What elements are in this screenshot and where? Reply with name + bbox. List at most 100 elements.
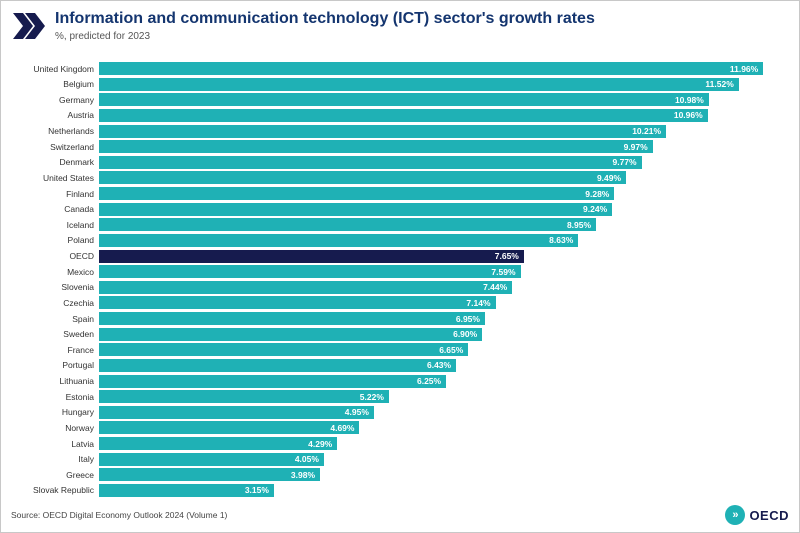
bar-track: 3.98%: [99, 468, 771, 482]
value-label: 6.90%: [453, 329, 478, 340]
value-label: 10.96%: [673, 110, 703, 121]
value-label: 6.43%: [426, 360, 452, 371]
value-label: 7.44%: [483, 282, 508, 293]
country-label: Hungary: [61, 407, 94, 418]
bar-track: 5.22%: [99, 390, 771, 404]
value-label: 10.21%: [632, 126, 662, 136]
bar-track: 8.63%: [99, 233, 771, 247]
country-label: Austria: [67, 110, 94, 121]
bar-track: 6.43%: [99, 358, 771, 372]
bar-track: 7.14%: [99, 296, 771, 310]
bar: 7.44%: [99, 280, 513, 294]
chart-header: Information and communication technology…: [11, 9, 789, 57]
bar-track: 6.25%: [99, 374, 771, 388]
bar-track: 6.65%: [99, 343, 771, 357]
bar-row: Portugal 6.43%: [11, 358, 771, 373]
bar: 3.15%: [99, 483, 274, 497]
bar-row: Mexico 7.59%: [11, 264, 771, 279]
oecd-chevron-icon: [13, 13, 45, 39]
bar: 4.95%: [99, 405, 374, 419]
source-note: Source: OECD Digital Economy Outlook 202…: [11, 510, 228, 520]
bar: 6.65%: [99, 343, 469, 357]
bar-track: 4.69%: [99, 421, 771, 435]
value-label: 7.65%: [494, 251, 519, 261]
bar: 7.14%: [99, 296, 496, 310]
bar-track: 10.96%: [99, 108, 771, 122]
value-label: 11.52%: [705, 79, 734, 90]
bar: 11.52%: [99, 77, 739, 91]
value-label: 9.49%: [596, 172, 622, 183]
bar: 4.05%: [99, 452, 324, 466]
bar-track: 8.95%: [99, 218, 771, 232]
bar: 9.28%: [99, 187, 615, 200]
bar-row: Italy 4.05%: [11, 452, 771, 467]
value-label: 4.95%: [344, 407, 369, 418]
bar-track: 4.05%: [99, 452, 771, 466]
bar-track: 11.96%: [99, 62, 771, 75]
bar-track: 7.65%: [99, 249, 771, 263]
bar-row: OECD 7.65%: [11, 249, 771, 264]
bar-row: France 6.65%: [11, 342, 771, 357]
bar-row: Poland 8.63%: [11, 233, 771, 248]
bar: 5.22%: [99, 390, 389, 404]
bar: 4.69%: [99, 421, 360, 435]
bar: 7.59%: [99, 265, 521, 279]
oecd-logo: » OECD: [725, 505, 789, 525]
bar-row: Lithuania 6.25%: [11, 374, 771, 389]
country-label: Spain: [72, 313, 94, 324]
value-label: 7.59%: [491, 266, 516, 277]
bar: 4.29%: [99, 437, 338, 450]
bar-track: 6.95%: [99, 312, 771, 325]
bar-highlight: 7.65%: [99, 249, 524, 263]
value-label: 4.69%: [330, 422, 355, 433]
bar: 9.49%: [99, 171, 627, 185]
country-label: Portugal: [62, 360, 94, 371]
country-label: Iceland: [66, 219, 94, 230]
value-label: 11.96%: [729, 63, 759, 74]
country-label: Sweden: [63, 329, 94, 340]
bar: 6.43%: [99, 358, 457, 372]
bar-row: United Kingdom 11.96%: [11, 61, 771, 76]
bar: 8.63%: [99, 233, 579, 247]
country-label: Greece: [66, 469, 94, 480]
country-label: France: [67, 344, 94, 355]
bar-row: Hungary 4.95%: [11, 405, 771, 420]
value-label: 4.29%: [308, 438, 333, 449]
title-block: Information and communication technology…: [55, 9, 789, 42]
bar-row: Switzerland 9.97%: [11, 139, 771, 154]
bar-row: Czechia 7.14%: [11, 295, 771, 310]
value-label: 6.25%: [416, 376, 442, 386]
country-label: Slovak Republic: [33, 485, 94, 496]
value-label: 6.95%: [455, 313, 480, 324]
country-label: United States: [42, 172, 94, 183]
country-label: Norway: [65, 422, 94, 433]
bar-row: Finland 9.28%: [11, 186, 771, 201]
country-label: Slovenia: [61, 282, 94, 293]
bar-row: Norway 4.69%: [11, 420, 771, 435]
oecd-logo-text: OECD: [749, 507, 789, 523]
bar-track: 9.97%: [99, 140, 771, 154]
bar-row: Canada 9.24%: [11, 202, 771, 217]
bar-row: Netherlands 10.21%: [11, 124, 771, 139]
country-label: Germany: [59, 94, 94, 105]
bar-track: 3.15%: [99, 483, 771, 497]
country-label: Italy: [78, 454, 94, 465]
bar-row: Iceland 8.95%: [11, 217, 771, 232]
bar-row: Slovak Republic 3.15%: [11, 483, 771, 498]
country-label: Canada: [64, 204, 94, 215]
country-label: Finland: [66, 188, 94, 199]
bar: 8.95%: [99, 218, 597, 232]
value-label: 3.15%: [244, 485, 269, 496]
value-label: 10.98%: [674, 94, 704, 105]
country-label: Denmark: [59, 157, 94, 168]
bar-track: 10.21%: [99, 124, 771, 138]
country-label: Belgium: [63, 79, 94, 90]
bar-track: 4.29%: [99, 437, 771, 450]
bar-row: Estonia 5.22%: [11, 389, 771, 404]
bar-row: Germany 10.98%: [11, 92, 771, 107]
bar-track: 6.90%: [99, 327, 771, 341]
bar: 10.21%: [99, 124, 667, 138]
chart-subtitle: %, predicted for 2023: [55, 31, 151, 43]
value-label: 9.24%: [583, 204, 608, 215]
